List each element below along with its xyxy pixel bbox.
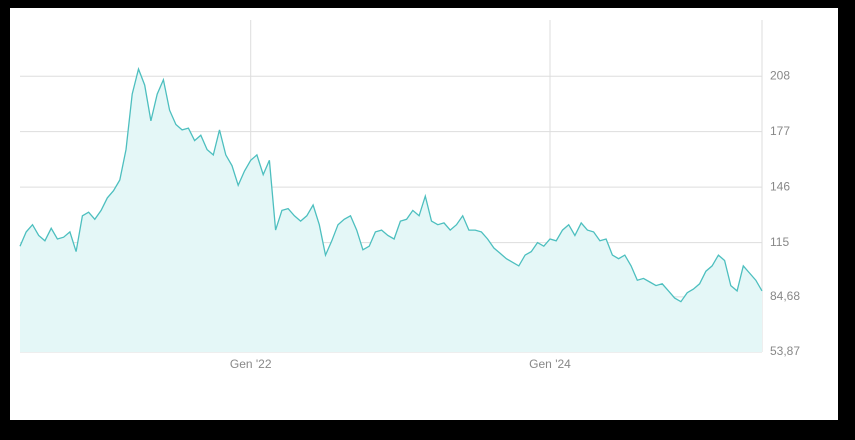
y-tick-label: 53,87	[770, 344, 800, 358]
y-tick-label: 177	[770, 124, 790, 138]
x-tick-label: Gen '24	[529, 357, 571, 371]
y-tick-label: 146	[770, 179, 790, 193]
x-tick-label: Gen '22	[230, 357, 272, 371]
y-tick-label: 208	[770, 68, 790, 82]
y-tick-label: 115	[770, 235, 789, 249]
line	[19, 66, 763, 303]
area	[20, 69, 762, 352]
y-tick-label: 84,68	[770, 289, 800, 303]
